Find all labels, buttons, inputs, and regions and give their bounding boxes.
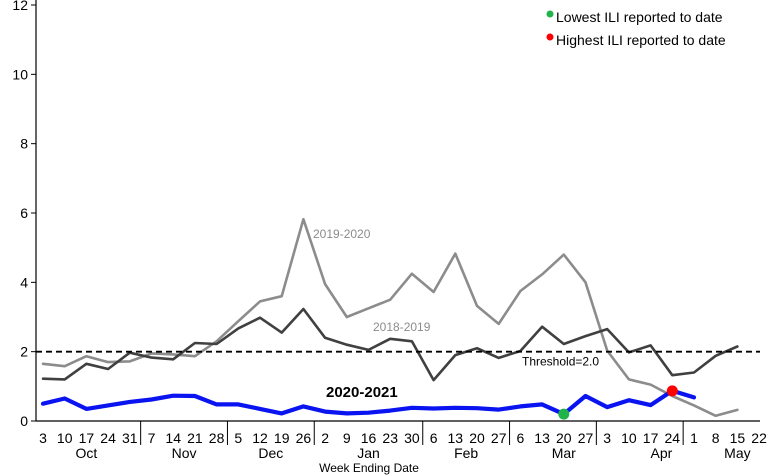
x-tick-label: 24 bbox=[665, 430, 681, 446]
x-tick-label: 20 bbox=[469, 430, 485, 446]
x-tick-label: 24 bbox=[100, 430, 116, 446]
x-tick-label: 22 bbox=[751, 430, 767, 446]
y-tick-label: 10 bbox=[12, 66, 28, 82]
x-tick-label: 1 bbox=[690, 430, 698, 446]
month-label: Jan bbox=[357, 445, 380, 461]
x-tick-label: 15 bbox=[730, 430, 746, 446]
legend-highest-label: Highest ILI reported to date bbox=[556, 32, 726, 48]
legend-lowest-dot bbox=[546, 10, 554, 18]
x-tick-label: 14 bbox=[165, 430, 181, 446]
x-tick-label: 27 bbox=[491, 430, 507, 446]
x-tick-label: 8 bbox=[712, 430, 720, 446]
x-tick-label: 20 bbox=[556, 430, 572, 446]
x-tick-label: 3 bbox=[603, 430, 611, 446]
x-tick-label: 3 bbox=[39, 430, 47, 446]
series-label-2019-2020: 2019-2020 bbox=[313, 227, 371, 241]
x-axis-title: Week Ending Date bbox=[319, 461, 419, 475]
threshold: Threshold=2.0 bbox=[36, 350, 760, 369]
marker-point bbox=[666, 385, 678, 397]
month-label: Feb bbox=[454, 445, 478, 461]
y-tick-label: 8 bbox=[20, 136, 28, 152]
series-label-2020-2021: 2020-2021 bbox=[326, 384, 398, 401]
y-tick-label: 6 bbox=[20, 205, 28, 221]
markers bbox=[558, 385, 678, 420]
x-tick-label: 9 bbox=[343, 430, 351, 446]
x-tick-label: 6 bbox=[517, 430, 525, 446]
x-tick-label: 16 bbox=[361, 430, 377, 446]
threshold-label: Threshold=2.0 bbox=[522, 355, 599, 369]
series-labels: 2019-2020 2018-2019 2020-2021 bbox=[313, 227, 431, 401]
x-tick-label: 17 bbox=[79, 430, 95, 446]
y-tick-label: 0 bbox=[20, 413, 28, 429]
month-label: Oct bbox=[76, 445, 98, 461]
y-axis: 0 2 4 6 8 10 12 bbox=[12, 0, 37, 429]
x-tick-label: 10 bbox=[57, 430, 73, 446]
x-tick-label: 5 bbox=[234, 430, 242, 446]
x-tick-label: 2 bbox=[321, 430, 329, 446]
x-tick-label: 12 bbox=[252, 430, 268, 446]
x-axis: 3 10 17 24 31 7 14 21 28 5 12 19 26 2 9 16 23 30 6 13 20 27 6 1… bbox=[36, 420, 767, 461]
x-tick-label: 30 bbox=[404, 430, 420, 446]
x-tick-label: 28 bbox=[209, 430, 225, 446]
month-label: Nov bbox=[172, 445, 197, 461]
x-tick-label: 6 bbox=[430, 430, 438, 446]
series-line bbox=[40, 388, 697, 417]
legend-highest-dot bbox=[546, 33, 554, 41]
series-lines bbox=[40, 217, 739, 418]
x-tick-label: 27 bbox=[578, 430, 594, 446]
x-tick-label: 19 bbox=[274, 430, 290, 446]
x-tick-label: 17 bbox=[643, 430, 659, 446]
x-tick-label: 10 bbox=[621, 430, 637, 446]
x-tick-label: 31 bbox=[122, 430, 138, 446]
legend: Lowest ILI reported to date Highest ILI … bbox=[546, 9, 726, 48]
x-tick-label: 13 bbox=[448, 430, 464, 446]
month-label: Dec bbox=[258, 445, 283, 461]
x-tick-label: 21 bbox=[187, 430, 203, 446]
x-tick-label: 26 bbox=[296, 430, 312, 446]
y-tick-label: 4 bbox=[20, 274, 28, 290]
series-label-2018-2019: 2018-2019 bbox=[373, 320, 431, 334]
x-tick-label: 7 bbox=[148, 430, 156, 446]
x-tick-label: 23 bbox=[382, 430, 398, 446]
series-line bbox=[41, 307, 739, 382]
series-line bbox=[41, 217, 739, 418]
month-label: Apr bbox=[651, 445, 673, 461]
x-tick-label: 13 bbox=[534, 430, 550, 446]
month-label: May bbox=[724, 445, 750, 461]
month-label: Mar bbox=[552, 445, 576, 461]
marker-point bbox=[558, 408, 570, 420]
y-tick-label: 2 bbox=[20, 344, 28, 360]
y-tick-label: 12 bbox=[12, 0, 28, 13]
legend-lowest-label: Lowest ILI reported to date bbox=[556, 9, 723, 25]
